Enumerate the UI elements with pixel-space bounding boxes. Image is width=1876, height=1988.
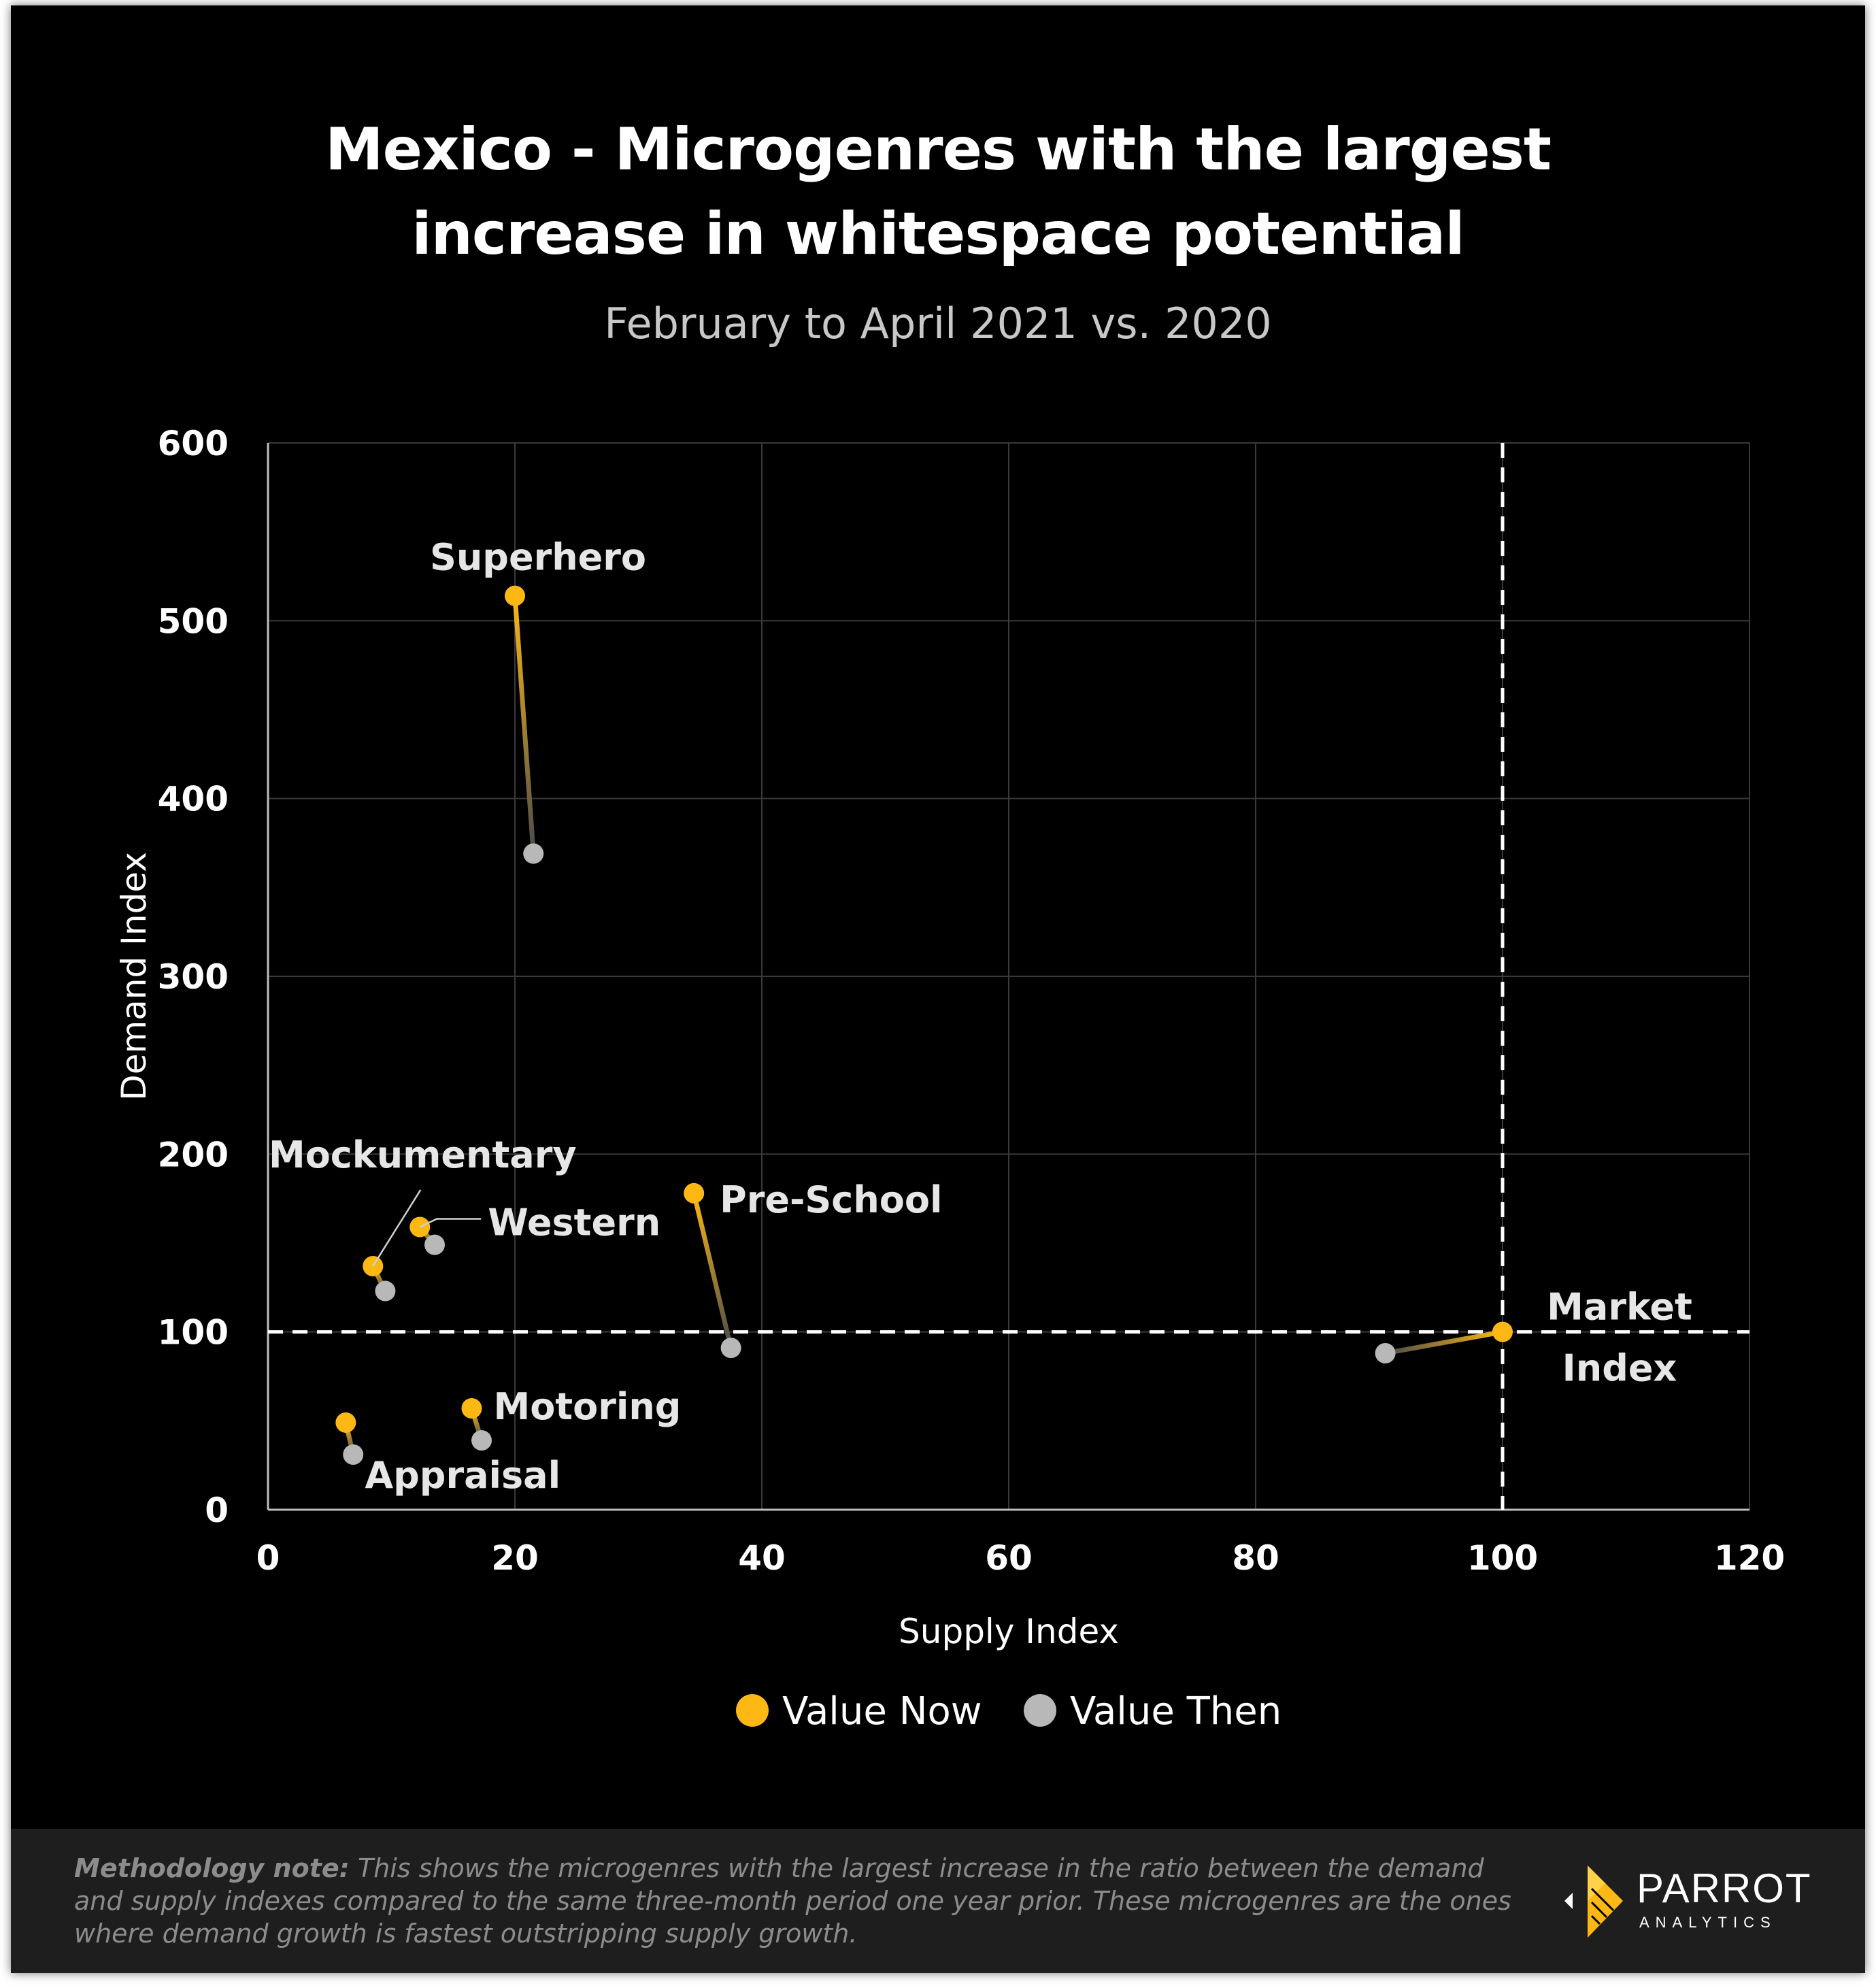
y-tick-label: 600: [158, 424, 229, 463]
y-tick-label: 300: [158, 957, 229, 997]
point-now-pre-school: [684, 1182, 705, 1204]
x-tick-label: 40: [738, 1538, 786, 1578]
methodology-note-text: This shows the microgenres with the larg…: [74, 1853, 1511, 1949]
methodology-note: Methodology note: This shows the microge…: [74, 1852, 1537, 1950]
y-tick-label: 400: [158, 780, 229, 819]
label-superhero: Superhero: [430, 536, 646, 579]
chart-title-line-2: increase in whitespace potential: [412, 200, 1465, 268]
data-labels: Superhero Mockumentary Western Pre-School Ma…: [269, 536, 1692, 1497]
x-tick-label: 20: [491, 1538, 539, 1578]
label-motoring: Motoring: [493, 1385, 681, 1428]
methodology-note-label: Methodology note:: [74, 1853, 350, 1883]
y-axis-title: Demand Index: [114, 852, 154, 1101]
x-axis-title: Supply Index: [899, 1612, 1119, 1651]
point-then-motoring: [471, 1430, 492, 1451]
leader-line-western: [419, 1218, 482, 1228]
connector-pre-school: [691, 1191, 734, 1351]
label-appraisal: Appraisal: [365, 1454, 560, 1497]
x-tick-label: 0: [256, 1538, 280, 1578]
x-tick-label: 80: [1232, 1538, 1279, 1578]
parrot-logo-icon: [1564, 1866, 1623, 1938]
parrot-analytics-logo: PARROT ANALYTICS: [1555, 1861, 1811, 1943]
point-then-superhero: [523, 843, 544, 864]
label-market-index-line2: Index: [1562, 1347, 1677, 1390]
connector-superhero: [512, 593, 536, 857]
legend-label-value-then: Value Then: [1070, 1689, 1282, 1734]
point-now-appraisal: [335, 1412, 356, 1433]
logo-subtext: ANALYTICS: [1639, 1914, 1777, 1931]
connectors: [343, 593, 1505, 1457]
point-then-pre-school: [720, 1338, 741, 1359]
point-now-market-index: [1492, 1321, 1513, 1342]
label-market-index-line1: Market: [1547, 1286, 1692, 1329]
x-tick-label: 60: [985, 1538, 1033, 1578]
point-then-market-index: [1375, 1343, 1396, 1364]
label-pre-school: Pre-School: [720, 1178, 942, 1221]
point-now-superhero: [505, 585, 525, 606]
logo-wordmark: PARROT: [1637, 1866, 1812, 1911]
scatter-chart: 0 20 40 60 80 100 120 0 100 200 300 400 500 600 Supply…: [114, 424, 1785, 1734]
point-then-mockumentary: [375, 1280, 396, 1302]
point-now-motoring: [461, 1398, 482, 1419]
legend-marker-value-now: [736, 1694, 769, 1727]
data-points: [335, 585, 1513, 1465]
x-tick-label: 120: [1714, 1538, 1785, 1578]
legend-label-value-now: Value Now: [782, 1689, 982, 1734]
chart-title: Mexico - Microgenres with the largest in…: [11, 107, 1865, 276]
gridlines: [268, 442, 1750, 1510]
point-then-appraisal: [343, 1444, 364, 1465]
leader-line-mockumentary: [372, 1189, 422, 1267]
chart-title-line-1: Mexico - Microgenres with the largest: [325, 116, 1552, 184]
label-western: Western: [488, 1201, 660, 1244]
y-tick-label: 500: [158, 601, 229, 641]
label-mockumentary: Mockumentary: [269, 1133, 577, 1176]
connector-market-index: [1383, 1329, 1505, 1356]
methodology-footer: Methodology note: This shows the microge…: [11, 1829, 1865, 1973]
y-tick-label: 200: [158, 1135, 229, 1174]
legend-marker-value-then: [1024, 1694, 1056, 1727]
point-then-western: [424, 1234, 446, 1255]
y-tick-label: 0: [205, 1491, 229, 1530]
legend: Value Now Value Then: [736, 1689, 1282, 1734]
chart-subtitle: February to April 2021 vs. 2020: [604, 299, 1272, 348]
chart-card: Mexico - Microgenres with the largest in…: [11, 5, 1865, 1973]
x-tick-label: 100: [1467, 1538, 1538, 1578]
y-tick-label: 100: [158, 1313, 229, 1353]
